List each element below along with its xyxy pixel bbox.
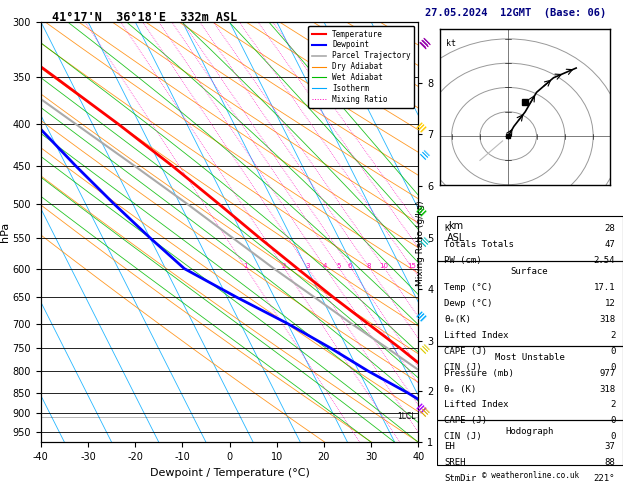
Text: K: K: [444, 224, 449, 233]
Text: Surface: Surface: [511, 267, 548, 277]
Text: ≡: ≡: [415, 405, 431, 421]
Text: 3: 3: [305, 262, 309, 269]
Text: 8: 8: [367, 262, 371, 269]
Text: 1: 1: [243, 262, 248, 269]
Text: ≡: ≡: [415, 235, 431, 251]
Text: Lifted Index: Lifted Index: [444, 331, 508, 340]
Text: 4: 4: [323, 262, 327, 269]
Text: 0: 0: [610, 363, 615, 372]
Y-axis label: hPa: hPa: [0, 222, 10, 242]
Text: PW (cm): PW (cm): [444, 256, 482, 265]
Text: 0: 0: [610, 347, 615, 356]
Text: SREH: SREH: [444, 458, 465, 468]
Bar: [437, 346, 623, 420]
Text: 41°17'N  36°18'E  332m ASL: 41°17'N 36°18'E 332m ASL: [52, 11, 237, 24]
Text: 318: 318: [599, 384, 615, 394]
Text: ≡: ≡: [415, 203, 431, 219]
Text: 2: 2: [281, 262, 286, 269]
Text: 15: 15: [407, 262, 416, 269]
Text: CAPE (J): CAPE (J): [444, 347, 487, 356]
Text: 17.1: 17.1: [594, 283, 615, 293]
Text: 318: 318: [599, 315, 615, 324]
Bar: [437, 420, 623, 465]
Text: θₑ (K): θₑ (K): [444, 384, 476, 394]
Text: ≡: ≡: [415, 342, 431, 358]
Text: EH: EH: [444, 442, 455, 451]
Text: Pressure (mb): Pressure (mb): [444, 369, 514, 378]
Text: ≡: ≡: [415, 147, 431, 164]
Text: Temp (°C): Temp (°C): [444, 283, 493, 293]
Text: 2.54: 2.54: [594, 256, 615, 265]
Text: 977: 977: [599, 369, 615, 378]
Text: 12: 12: [604, 299, 615, 308]
Text: Lifted Index: Lifted Index: [444, 400, 508, 410]
Text: Mixing Ratio (g/kg): Mixing Ratio (g/kg): [416, 200, 425, 286]
Text: Most Unstable: Most Unstable: [494, 353, 565, 362]
Text: 37: 37: [604, 442, 615, 451]
Text: 0: 0: [610, 433, 615, 441]
Text: Dewp (°C): Dewp (°C): [444, 299, 493, 308]
X-axis label: Dewpoint / Temperature (°C): Dewpoint / Temperature (°C): [150, 468, 309, 478]
Text: © weatheronline.co.uk: © weatheronline.co.uk: [482, 471, 579, 480]
Text: ≡: ≡: [413, 34, 433, 53]
Text: 27.05.2024  12GMT  (Base: 06): 27.05.2024 12GMT (Base: 06): [425, 8, 606, 18]
Text: ≡: ≡: [415, 119, 431, 135]
Text: ≡: ≡: [415, 400, 431, 417]
Text: CAPE (J): CAPE (J): [444, 417, 487, 425]
Text: 6: 6: [348, 262, 352, 269]
Text: 2: 2: [610, 331, 615, 340]
Text: 5: 5: [337, 262, 341, 269]
Y-axis label: km
ASL: km ASL: [447, 221, 465, 243]
Text: 10: 10: [379, 262, 388, 269]
Text: CIN (J): CIN (J): [444, 363, 482, 372]
Bar: [437, 261, 623, 346]
Text: ≡: ≡: [415, 35, 431, 52]
Text: 221°: 221°: [594, 474, 615, 483]
Text: CIN (J): CIN (J): [444, 433, 482, 441]
Text: θₑ(K): θₑ(K): [444, 315, 471, 324]
Text: 2: 2: [610, 400, 615, 410]
Text: 47: 47: [604, 240, 615, 249]
Bar: [437, 216, 623, 261]
Text: 88: 88: [604, 458, 615, 468]
Text: StmDir: StmDir: [444, 474, 476, 483]
Text: Totals Totals: Totals Totals: [444, 240, 514, 249]
Text: 1LCL: 1LCL: [398, 413, 416, 421]
Legend: Temperature, Dewpoint, Parcel Trajectory, Dry Adiabat, Wet Adiabat, Isotherm, Mi: Temperature, Dewpoint, Parcel Trajectory…: [308, 26, 415, 108]
Text: kt: kt: [446, 39, 456, 48]
Text: 0: 0: [610, 417, 615, 425]
Text: ≡: ≡: [415, 308, 431, 325]
Text: 28: 28: [604, 224, 615, 233]
Text: Hodograph: Hodograph: [506, 427, 554, 435]
